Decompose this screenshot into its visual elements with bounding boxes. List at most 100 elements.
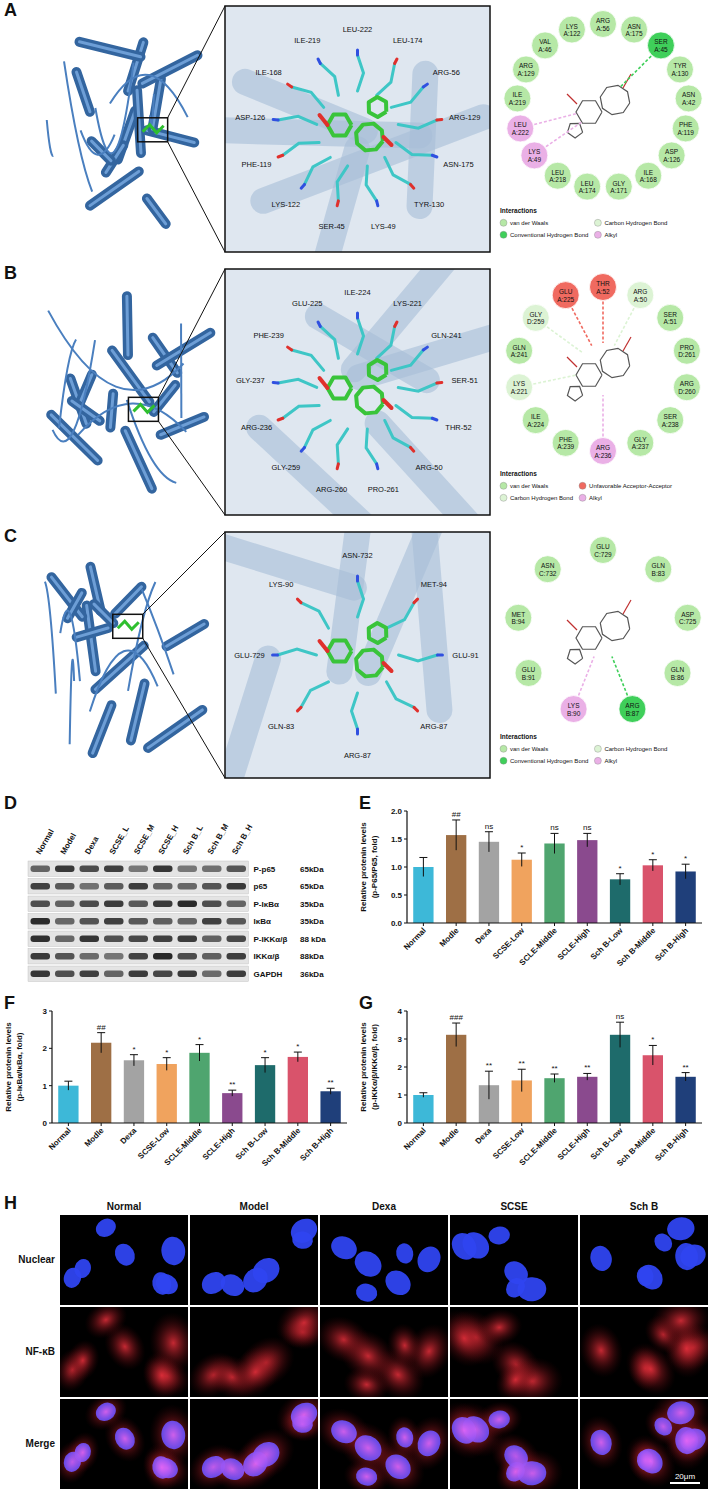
bar — [446, 1035, 466, 1123]
cells — [450, 1225, 547, 1303]
loop — [142, 589, 174, 674]
residue-atom — [301, 447, 304, 451]
blot-band — [55, 953, 75, 960]
cytoplasm — [61, 1336, 104, 1386]
residue-name: ILE — [643, 169, 653, 176]
residue-circle — [560, 696, 587, 723]
blot-band — [178, 901, 198, 908]
loop — [127, 400, 176, 483]
ligand-2d-bond — [567, 357, 577, 367]
nucleus — [111, 1240, 139, 1269]
lane-label: Dexa — [83, 834, 101, 856]
residue-chain: A:45 — [654, 46, 668, 53]
category-label: SCSE-Low — [491, 926, 527, 962]
ligand-2d-ring — [600, 348, 629, 377]
blot-band — [129, 936, 149, 943]
blot-band — [178, 971, 198, 978]
blot-strip — [28, 896, 249, 912]
residue-stick — [320, 63, 338, 95]
residue-name: LYS — [566, 23, 578, 30]
nuclei — [587, 1399, 708, 1478]
nuclei — [61, 1399, 187, 1482]
residue-atom — [318, 322, 320, 326]
nucleus — [666, 1399, 697, 1426]
ligand-2d-bond — [623, 337, 631, 351]
residue-name: ILE — [512, 91, 522, 98]
residue-stick — [366, 166, 376, 201]
residue-name: ASP — [665, 148, 678, 155]
residue-chain: A:42 — [682, 99, 696, 106]
significance: ns — [616, 1012, 624, 1021]
residue-name: ARG — [596, 444, 610, 451]
significance: ** — [486, 1061, 492, 1070]
residue-atom — [273, 654, 278, 657]
residue-label: PHE-239 — [253, 331, 283, 340]
lane-label: Model — [59, 831, 78, 856]
residue-name: ASN — [682, 91, 696, 98]
residue-circle — [515, 660, 542, 687]
blot-strip — [28, 914, 249, 930]
residue-name: GLU — [559, 288, 573, 295]
residue-label: MET-94 — [421, 580, 447, 589]
panel-letter: A — [4, 0, 17, 20]
panel-letter: E — [359, 793, 371, 813]
error-bar — [682, 1073, 690, 1081]
tick-label: 2 — [43, 1044, 48, 1053]
residue-chain: A:222 — [512, 129, 529, 136]
residue-chain: B:83 — [652, 570, 666, 577]
bar — [157, 1064, 177, 1123]
error-bar — [485, 1071, 493, 1099]
blot-band — [31, 953, 51, 960]
significance: * — [165, 1048, 168, 1057]
cells — [61, 1215, 187, 1298]
residue-circle — [506, 374, 533, 401]
x-tick — [554, 1123, 555, 1126]
residue-atom — [423, 347, 427, 350]
helix-shine — [125, 431, 152, 489]
blot-band — [55, 866, 75, 873]
ligand-oxygen — [320, 641, 328, 651]
residue-circle — [558, 16, 585, 43]
legend-swatch — [500, 219, 507, 226]
nucleus — [487, 1409, 511, 1431]
ligand-2d — [567, 337, 631, 401]
residue-circle — [544, 162, 571, 189]
residue-stick — [283, 405, 319, 418]
x-tick — [488, 923, 489, 926]
legend-swatch — [579, 494, 586, 501]
residue-stick — [385, 157, 411, 184]
residue-label: ASP-126 — [235, 113, 265, 122]
size-label: 36kDa — [300, 970, 324, 979]
helix-shine — [115, 587, 141, 614]
error-bar — [649, 1045, 657, 1065]
residue-label: ARG-260 — [316, 485, 347, 494]
blot-band — [178, 936, 198, 943]
residue-name: ASN — [627, 23, 641, 30]
column-header: Model — [240, 1201, 269, 1212]
ligand-ring — [328, 115, 352, 136]
blot-band — [153, 971, 173, 978]
legend-swatch — [500, 231, 507, 238]
nucleus — [587, 1243, 614, 1273]
residue-atom — [395, 322, 397, 326]
residue-stick — [398, 120, 437, 128]
legend-label: van der Waals — [510, 220, 548, 226]
residue-circle — [666, 56, 693, 83]
category-label: Modle — [438, 1126, 461, 1149]
nucleus — [634, 1444, 668, 1479]
error-bar — [583, 833, 591, 846]
cells — [450, 1399, 565, 1489]
residue-circle — [621, 16, 648, 43]
residue-stick — [278, 379, 317, 387]
blot-band — [202, 866, 222, 873]
residue-chain: A:50 — [634, 296, 648, 303]
blot-band — [31, 883, 51, 890]
bar — [643, 1055, 663, 1123]
residue-stick — [337, 166, 347, 201]
tick-label: 3 — [398, 1035, 403, 1044]
residue-stick — [292, 350, 324, 370]
residue-name: LEU — [551, 169, 564, 176]
nucleus — [413, 1243, 445, 1277]
blot-band — [31, 936, 51, 943]
error-bar — [616, 1022, 624, 1047]
